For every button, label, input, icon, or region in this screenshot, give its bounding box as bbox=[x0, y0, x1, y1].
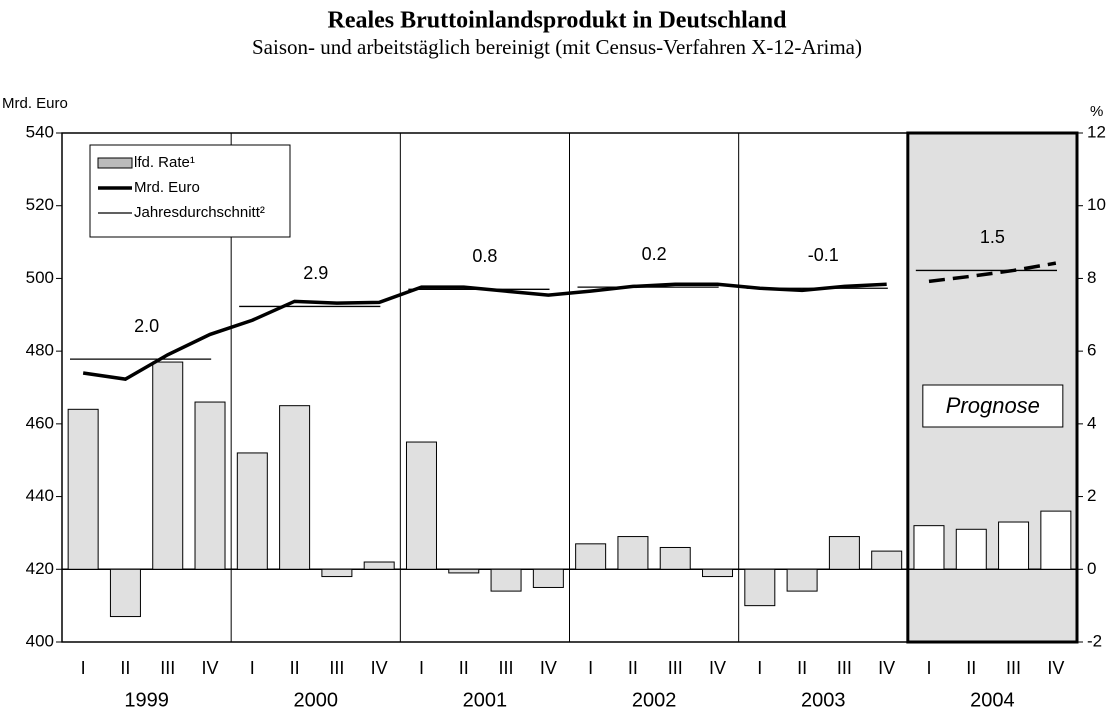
bar bbox=[998, 521, 1030, 570]
y2-tick-label: 8 bbox=[1087, 268, 1096, 287]
x-tick-label: I bbox=[926, 658, 931, 678]
bar bbox=[871, 550, 903, 570]
x-tick-label: I bbox=[757, 658, 762, 678]
x-tick-label: I bbox=[250, 658, 255, 678]
annual-growth-label: 0.2 bbox=[642, 244, 667, 264]
x-tick-label: III bbox=[1006, 658, 1021, 678]
legend-label: lfd. Rate¹ bbox=[134, 154, 195, 171]
x-tick-label: IV bbox=[371, 658, 388, 678]
y-tick-label: 480 bbox=[26, 341, 54, 360]
x-tick-label: IV bbox=[202, 658, 219, 678]
y-tick-label: 400 bbox=[26, 631, 54, 650]
x-tick-label: II bbox=[966, 658, 976, 678]
bar bbox=[1040, 510, 1072, 570]
bar bbox=[279, 405, 311, 570]
x-tick-label: I bbox=[81, 658, 86, 678]
bar bbox=[490, 568, 522, 592]
y-tick-label: 520 bbox=[26, 195, 54, 214]
x-tick-label: I bbox=[588, 658, 593, 678]
plot-border bbox=[61, 132, 1078, 643]
annual-growth-label: 0.8 bbox=[472, 246, 497, 266]
bar bbox=[828, 536, 860, 570]
chart-title: Reales Bruttoinlandsprodukt in Deutschla… bbox=[328, 8, 788, 34]
x-tick-label: III bbox=[329, 658, 344, 678]
y2-axis-label: % bbox=[1090, 103, 1103, 120]
bar bbox=[913, 525, 945, 570]
x-tick-label: II bbox=[120, 658, 130, 678]
bar bbox=[67, 408, 99, 570]
x-tick-label: IV bbox=[878, 658, 895, 678]
bar bbox=[659, 546, 691, 570]
x-tick-label: IV bbox=[1047, 658, 1064, 678]
x-tick-label: II bbox=[290, 658, 300, 678]
bar bbox=[955, 528, 987, 570]
legend-label: Mrd. Euro bbox=[134, 179, 200, 196]
annual-growth-label: 1.5 bbox=[980, 227, 1005, 247]
year-label: 1999 bbox=[124, 689, 169, 711]
bar bbox=[786, 568, 818, 592]
bar bbox=[532, 568, 564, 588]
y2-tick-label: 10 bbox=[1087, 195, 1106, 214]
bar bbox=[109, 568, 141, 618]
x-tick-label: IV bbox=[709, 658, 726, 678]
year-label: 2003 bbox=[801, 689, 846, 711]
annual-growth-label: 2.0 bbox=[134, 316, 159, 336]
y-axis-label: Mrd. Euro bbox=[2, 95, 68, 112]
x-tick-label: IV bbox=[540, 658, 557, 678]
line bbox=[82, 282, 887, 381]
bar bbox=[194, 401, 226, 570]
x-tick-label: II bbox=[628, 658, 638, 678]
y2-tick-label: 6 bbox=[1087, 341, 1096, 360]
x-tick-label: III bbox=[160, 658, 175, 678]
y-tick-label: 420 bbox=[26, 559, 54, 578]
y2-tick-label: 2 bbox=[1087, 486, 1096, 505]
year-label: 2002 bbox=[632, 689, 677, 711]
forecast-label-box bbox=[922, 384, 1064, 428]
y2-tick-label: -2 bbox=[1087, 631, 1102, 650]
bar bbox=[448, 568, 480, 574]
year-label: 2004 bbox=[970, 689, 1015, 711]
x-tick-label: I bbox=[419, 658, 424, 678]
forecast-label: Prognose bbox=[946, 393, 1040, 418]
bar bbox=[702, 568, 734, 578]
annual-growth-label: 2.9 bbox=[303, 263, 328, 283]
y2-tick-label: 0 bbox=[1087, 559, 1096, 578]
x-tick-label: II bbox=[459, 658, 469, 678]
legend-swatch bbox=[97, 157, 133, 169]
x-tick-label: III bbox=[837, 658, 852, 678]
bar bbox=[744, 568, 776, 607]
bar bbox=[363, 561, 395, 570]
legend-label: Jahresdurchschnitt² bbox=[134, 204, 265, 221]
bar bbox=[405, 441, 437, 570]
forecast-line bbox=[928, 261, 1057, 284]
x-tick-label: II bbox=[797, 658, 807, 678]
y2-tick-label: 4 bbox=[1087, 413, 1096, 432]
x-tick-label: III bbox=[668, 658, 683, 678]
year-label: 2000 bbox=[294, 689, 339, 711]
bar bbox=[321, 568, 353, 578]
year-label: 2001 bbox=[463, 689, 508, 711]
y-tick-label: 460 bbox=[26, 413, 54, 432]
chart-subtitle: Saison- und arbeitstäglich bereinigt (mi… bbox=[252, 35, 862, 59]
bar bbox=[236, 452, 268, 570]
y-tick-label: 440 bbox=[26, 486, 54, 505]
y-tick-label: 500 bbox=[26, 268, 54, 287]
x-tick-label: III bbox=[499, 658, 514, 678]
y-tick-label: 540 bbox=[26, 122, 54, 141]
bar bbox=[617, 536, 649, 570]
annual-growth-label: -0.1 bbox=[808, 245, 839, 265]
y2-tick-label: 12 bbox=[1087, 122, 1106, 141]
bar bbox=[575, 543, 607, 570]
bar bbox=[152, 361, 184, 570]
